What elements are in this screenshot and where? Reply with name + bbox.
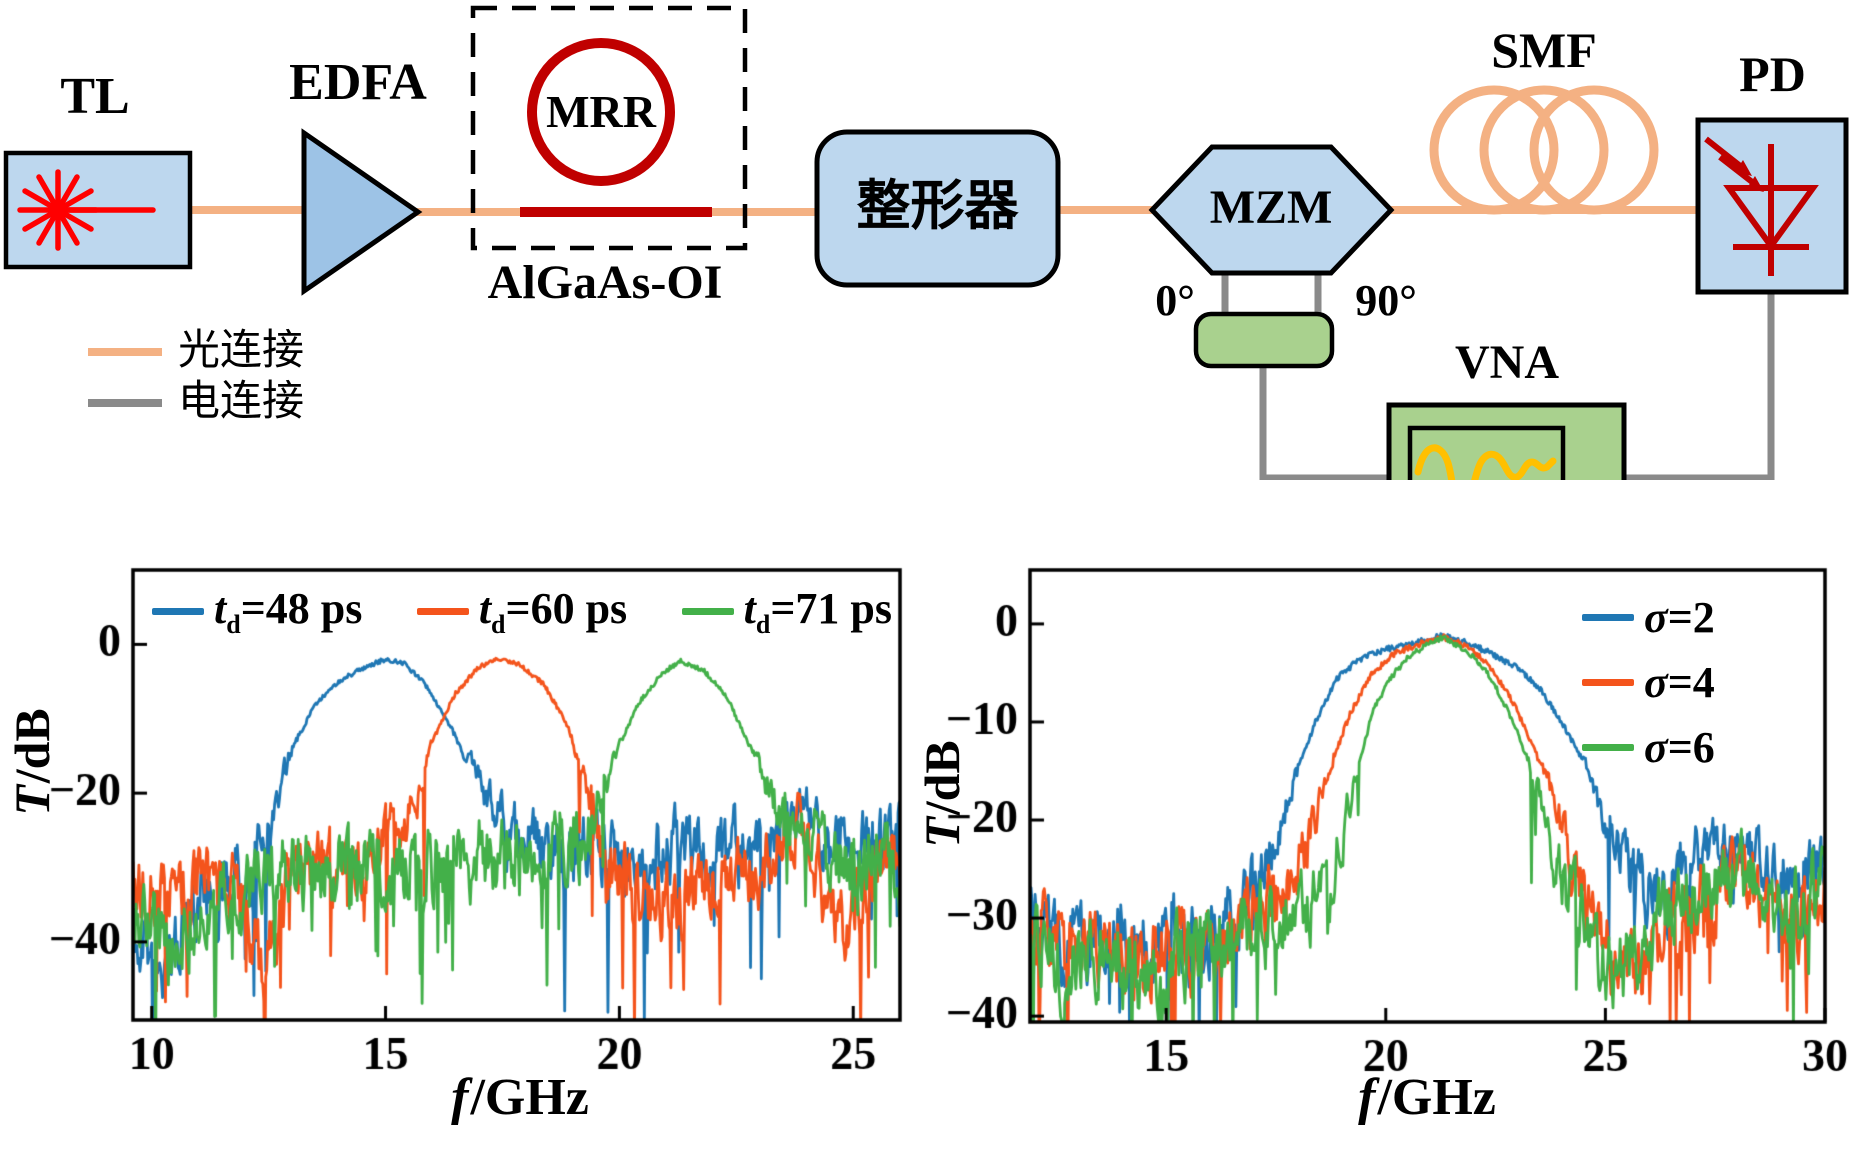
photodiode-icon — [1704, 136, 1819, 276]
legend-swatch — [1582, 744, 1634, 751]
vna-trace-icon — [1414, 444, 1557, 480]
legend-item-td-71ps: td=71 ps — [681, 583, 892, 640]
platform-label: AlGaAs-OI — [487, 256, 723, 309]
legend-label: σ=4 — [1644, 658, 1715, 707]
chip-dashed-box — [470, 5, 748, 251]
electrical-wire — [1624, 292, 1775, 480]
phase-90-label: 90° — [1355, 276, 1417, 325]
legend-item-sigma-6: σ=6 — [1582, 722, 1715, 773]
legend-swatch — [681, 607, 734, 615]
legend-swatch — [1582, 679, 1634, 686]
smf-coil-icon — [1429, 85, 1659, 215]
left-chart-y-axis-label: T/dB — [4, 708, 60, 816]
edfa-label: EDFA — [289, 54, 427, 111]
legend-label: td=48 ps — [214, 584, 363, 639]
electrical-wire — [1259, 366, 1389, 480]
legend-label: td=60 ps — [478, 584, 628, 639]
right-chart-x-axis-label: f/GHz — [1358, 1069, 1496, 1126]
left-chart-legend: td=48 ps td=60 ps td=71 ps — [152, 583, 892, 640]
vna-label: VNA — [1455, 336, 1559, 389]
mzm-label: MZM — [1209, 181, 1333, 234]
legend-swatch — [1582, 614, 1634, 621]
shaper-label: 整形器 — [856, 174, 1019, 237]
legend-label: σ=6 — [1644, 723, 1715, 772]
right-chart-legend: σ=2 σ=4 σ=6 — [1582, 592, 1715, 773]
right-chart-y-axis-label: T/dB — [914, 740, 970, 848]
edfa-triangle — [301, 128, 423, 296]
mzm-hexagon — [1148, 144, 1395, 276]
left-chart-x-axis-label: f/GHz — [451, 1069, 589, 1126]
phase-0-label: 0° — [1155, 276, 1195, 325]
tl-label: TL — [60, 68, 130, 125]
left-chart-canvas — [0, 480, 910, 1157]
legend-label: td=71 ps — [743, 584, 892, 639]
legend-item-td-60ps: td=60 ps — [416, 583, 628, 640]
mrr-label: MRR — [546, 86, 656, 137]
electrical-legend-label: 电连接 — [178, 376, 305, 425]
legend-swatch — [416, 607, 469, 615]
optical-legend-label: 光连接 — [178, 325, 305, 374]
legend-item-td-48ps: td=48 ps — [152, 583, 362, 640]
pd-label: PD — [1739, 46, 1806, 102]
legend-item-sigma-2: σ=2 — [1582, 592, 1715, 643]
setup-diagram — [3, 5, 1849, 480]
smf-label: SMF — [1491, 22, 1597, 78]
hybrid-box — [1193, 311, 1335, 369]
legend-swatch — [152, 607, 204, 615]
legend-label: σ=2 — [1644, 593, 1715, 642]
legend-item-sigma-4: σ=4 — [1582, 657, 1715, 708]
laser-star-icon — [17, 169, 156, 251]
shaper-box — [814, 129, 1061, 288]
right-chart-canvas — [910, 480, 1852, 1157]
mrr-ring — [527, 38, 675, 186]
